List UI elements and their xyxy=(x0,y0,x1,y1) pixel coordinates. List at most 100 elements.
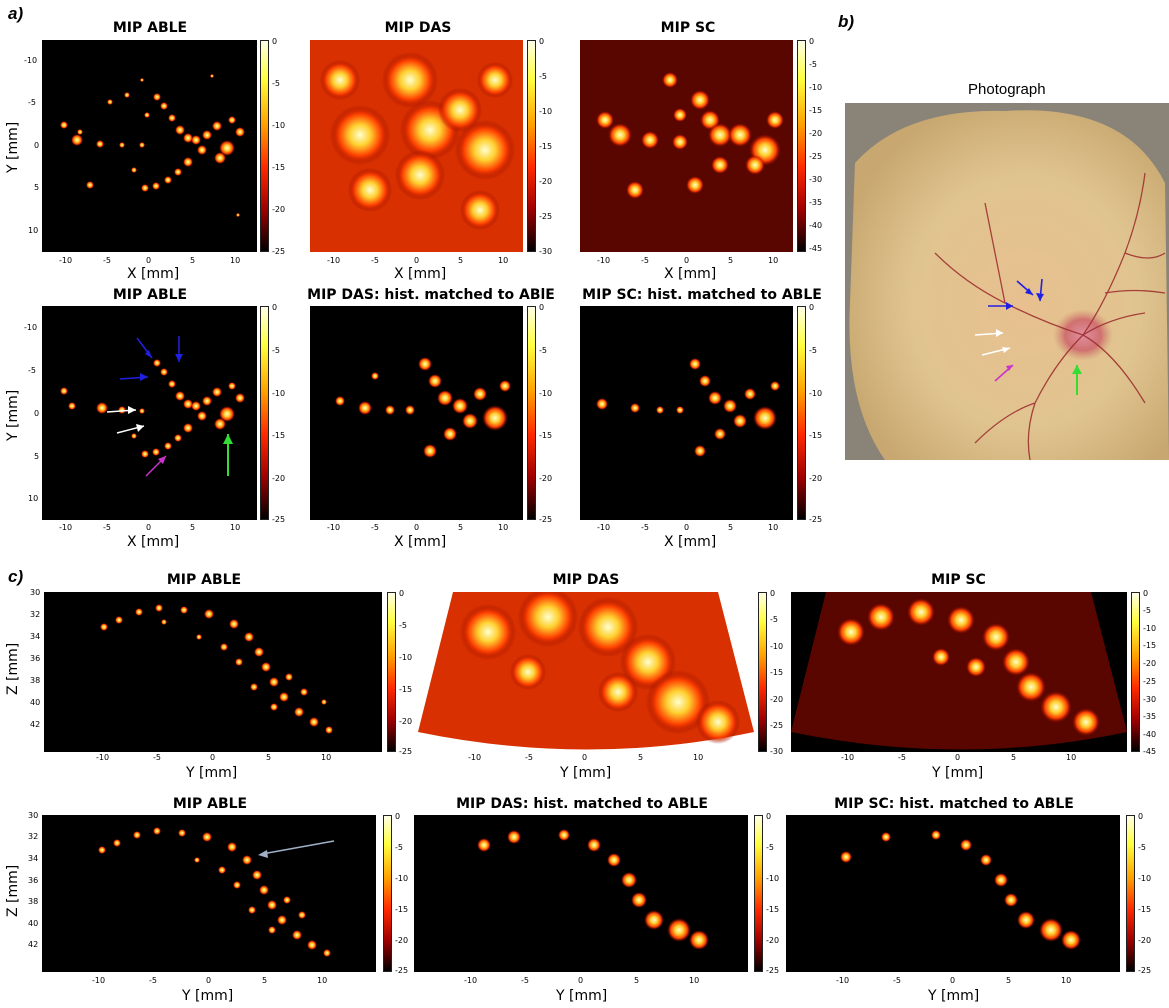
image-c-r1-sc xyxy=(791,592,1127,752)
cb-tick: -30 xyxy=(770,747,784,756)
x-axis-label: X [mm] xyxy=(664,534,717,550)
y-tick: -5 xyxy=(28,366,36,375)
x-axis-label: X [mm] xyxy=(127,266,180,282)
x-tick: -5 xyxy=(371,256,379,265)
image-a-r1-das xyxy=(310,40,523,252)
title-c-r2-able: MIP ABLE xyxy=(172,796,248,812)
cb-tick: -25 xyxy=(399,747,413,756)
x-tick: 5 xyxy=(190,523,196,532)
x-tick: -5 xyxy=(893,976,901,985)
cb-tick: -5 xyxy=(770,615,778,624)
x-tick: -10 xyxy=(597,523,611,532)
x-axis-label: X [mm] xyxy=(394,534,447,550)
x-axis-label: X [mm] xyxy=(127,534,180,550)
x-tick: -5 xyxy=(525,753,533,762)
cb-tick: -30 xyxy=(1143,695,1157,704)
x-tick: -5 xyxy=(641,523,649,532)
cb-tick: -10 xyxy=(399,653,413,662)
x-tick: 0 xyxy=(206,976,212,985)
cb-tick: -5 xyxy=(809,60,817,69)
cb-tick: 0 xyxy=(272,37,278,46)
cb-tick: -20 xyxy=(399,717,413,726)
x-tick: 5 xyxy=(634,976,640,985)
x-tick: -5 xyxy=(371,523,379,532)
x-tick: 10 xyxy=(498,523,509,532)
x-tick: 5 xyxy=(262,976,268,985)
colorbar-c-r2-able xyxy=(383,815,392,972)
x-tick: 10 xyxy=(317,976,328,985)
cb-tick: -10 xyxy=(770,642,784,651)
y-tick: -10 xyxy=(24,56,38,65)
x-tick: 10 xyxy=(1066,753,1077,762)
cb-tick: -15 xyxy=(809,431,823,440)
y-tick: 0 xyxy=(34,409,40,418)
y-axis-label: Y [mm] xyxy=(932,765,984,781)
y-tick: -5 xyxy=(28,98,36,107)
y-axis-label: Y [mm] xyxy=(186,765,238,781)
cb-tick: -25 xyxy=(272,515,286,524)
y-axis-label: Y [mm] xyxy=(182,988,234,1004)
cb-tick: -15 xyxy=(770,668,784,677)
x-tick: 10 xyxy=(768,523,779,532)
z-tick: 42 xyxy=(28,940,39,949)
cb-tick: -5 xyxy=(272,346,280,355)
cb-tick: 0 xyxy=(539,303,545,312)
x-tick: 0 xyxy=(582,753,588,762)
image-c-r1-das xyxy=(418,592,754,752)
x-tick: -10 xyxy=(464,976,478,985)
x-axis-label: X [mm] xyxy=(394,266,447,282)
z-tick: 38 xyxy=(28,897,39,906)
x-tick: 10 xyxy=(321,753,332,762)
x-tick: -10 xyxy=(92,976,106,985)
title-c-r1-able: MIP ABLE xyxy=(166,572,242,588)
cb-tick: -10 xyxy=(809,83,823,92)
cb-tick: 0 xyxy=(272,303,278,312)
cb-tick: -25 xyxy=(770,721,784,730)
title-a-r2-able: MIP ABLE xyxy=(112,287,188,303)
x-tick: -10 xyxy=(836,976,850,985)
x-tick: 5 xyxy=(728,256,734,265)
title-a-r2-das: MIP DAS: hist. matched to ABlE xyxy=(307,287,555,303)
cb-tick: -20 xyxy=(809,129,823,138)
cb-tick: -30 xyxy=(809,175,823,184)
cb-tick: -35 xyxy=(1143,712,1157,721)
cb-tick: -5 xyxy=(539,346,547,355)
title-a-r1-das: MIP DAS xyxy=(384,20,452,36)
z-tick: 32 xyxy=(28,832,39,841)
cb-tick: -5 xyxy=(272,79,280,88)
z-tick: 40 xyxy=(28,919,39,928)
y-tick: 5 xyxy=(34,452,40,461)
x-tick: 0 xyxy=(578,976,584,985)
cb-tick: -5 xyxy=(1143,606,1151,615)
cb-tick: 0 xyxy=(539,37,545,46)
z-tick: 32 xyxy=(30,610,41,619)
cb-tick: -10 xyxy=(809,389,823,398)
y-tick: 0 xyxy=(34,141,40,150)
cb-tick: -20 xyxy=(539,177,553,186)
cb-tick: -20 xyxy=(1138,936,1152,945)
x-tick: -5 xyxy=(149,976,157,985)
x-tick: 10 xyxy=(768,256,779,265)
y-tick: 10 xyxy=(28,494,39,503)
x-tick: 5 xyxy=(458,256,464,265)
cb-tick: -5 xyxy=(539,72,547,81)
x-tick: 5 xyxy=(458,523,464,532)
panel-label-a: a) xyxy=(8,4,24,23)
cb-tick: -25 xyxy=(539,515,553,524)
cb-tick: -5 xyxy=(766,843,774,852)
cb-tick: -20 xyxy=(395,936,409,945)
x-tick: 10 xyxy=(693,753,704,762)
x-tick: 0 xyxy=(684,523,690,532)
x-tick: -5 xyxy=(153,753,161,762)
x-tick: -5 xyxy=(641,256,649,265)
egg-photograph xyxy=(845,103,1169,461)
colorbar-a-r1-sc xyxy=(797,40,806,252)
colorbar-a-r2-able xyxy=(260,306,269,520)
x-tick: 10 xyxy=(689,976,700,985)
x-tick: 0 xyxy=(684,256,690,265)
cb-tick: -15 xyxy=(766,905,780,914)
colorbar-c-r2-das xyxy=(754,815,763,972)
cb-tick: -25 xyxy=(809,515,823,524)
x-tick: 0 xyxy=(210,753,216,762)
cb-tick: -45 xyxy=(809,244,823,253)
